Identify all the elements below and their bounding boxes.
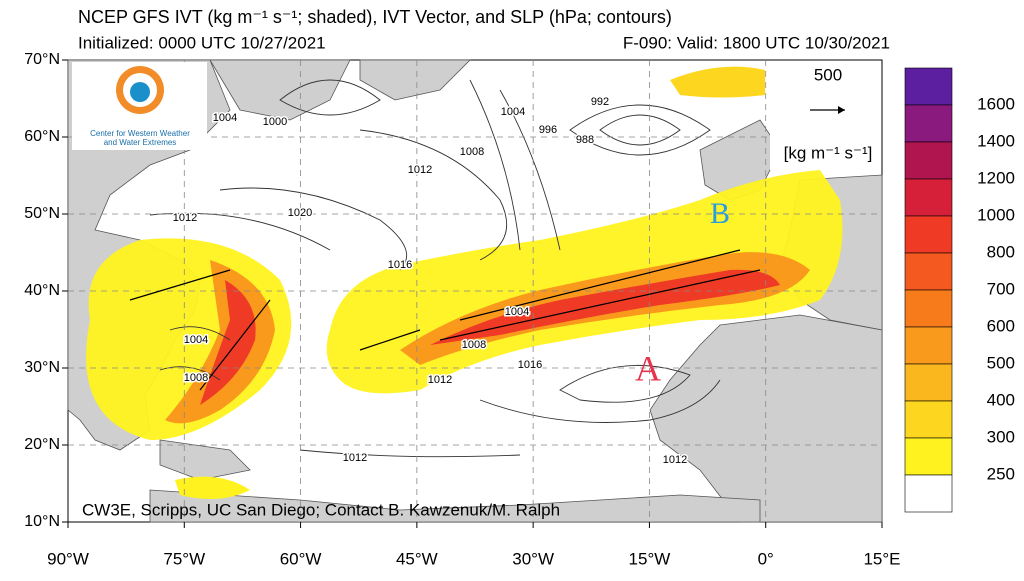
contour-label: 1016	[518, 359, 542, 371]
contour-label: 1008	[462, 339, 486, 351]
vector-legend-box	[770, 62, 880, 170]
colorbar-bin	[904, 141, 953, 180]
contour-label: 1008	[184, 372, 208, 384]
colorbar-label: 1400	[977, 131, 1015, 150]
colorbar-bin	[904, 104, 953, 143]
lat-label: 40°N	[24, 282, 60, 299]
colorbar-bin	[904, 252, 953, 291]
contour-label: 1012	[428, 374, 452, 386]
colorbar-label: 300	[987, 427, 1015, 446]
lat-label: 70°N	[24, 51, 60, 68]
colorbar-bin	[904, 363, 953, 402]
contour-label: 1012	[663, 454, 687, 466]
contour-label: 988	[576, 134, 594, 146]
colorbar-bin	[904, 289, 953, 328]
lat-label: 30°N	[24, 359, 60, 376]
valid-time: F-090: Valid: 1800 UTC 10/30/2021	[623, 33, 890, 52]
annotation-b: B	[710, 197, 730, 230]
title: NCEP GFS IVT (kg m⁻¹ s⁻¹; shaded), IVT V…	[78, 7, 672, 27]
slp-contours	[149, 79, 721, 458]
colorbar-bin	[904, 437, 953, 476]
colorbar-bin	[904, 215, 953, 254]
colorbar-label: 250	[987, 464, 1015, 483]
logo-icon	[130, 82, 150, 102]
initialized: Initialized: 0000 UTC 10/27/2021	[78, 33, 326, 52]
vector-legend-units: [kg m⁻¹ s⁻¹]	[784, 143, 873, 162]
lat-label: 20°N	[24, 436, 60, 453]
contour-label: 1004	[501, 106, 525, 118]
colorbar-bin	[904, 178, 953, 217]
lon-label: 0°	[758, 549, 774, 568]
colorbar-bin	[904, 474, 953, 513]
colorbar-label: 700	[987, 279, 1015, 298]
ivt-vectors	[129, 249, 761, 391]
colorbar-bin	[904, 326, 953, 365]
contour-label: 1004	[505, 306, 529, 318]
contour-label: 1016	[388, 259, 412, 271]
colorbar-bin	[904, 400, 953, 439]
colorbar-bin	[904, 67, 953, 106]
lon-label: 15°W	[629, 549, 671, 568]
lon-label: 90°W	[47, 549, 89, 568]
contour-label: 1004	[184, 334, 208, 346]
graticule	[68, 60, 882, 522]
contour-label: 1000	[263, 116, 287, 128]
logo-text: and Water Extremes	[104, 138, 177, 147]
lon-label: 15°E	[863, 549, 900, 568]
contour-label: 1012	[173, 212, 197, 224]
lon-label: 45°W	[396, 549, 438, 568]
contour-label: 1012	[408, 164, 432, 176]
lat-label: 60°N	[24, 128, 60, 145]
contour-label: 1020	[288, 207, 312, 219]
lon-label: 30°W	[512, 549, 554, 568]
colorbar-label: 1200	[977, 168, 1015, 187]
colorbar-label: 1600	[977, 94, 1015, 113]
contour-label: 1004	[213, 112, 237, 124]
colorbar-label: 1000	[977, 205, 1015, 224]
colorbar-label: 500	[987, 353, 1015, 372]
colorbar: 1600 1400 1200 1000 800 700 600 500 400 300 250	[904, 67, 1015, 513]
lat-label: 50°N	[24, 205, 60, 222]
annotation-a: A	[635, 348, 661, 388]
contour-label: 1012	[343, 452, 367, 464]
logo-text: Center for Western Weather	[90, 129, 190, 138]
lat-label: 10°N	[24, 513, 60, 530]
lon-label: 60°W	[280, 549, 322, 568]
vector-legend-arrow	[838, 106, 845, 114]
ivt-shading	[86, 66, 843, 499]
map: Center for Western Weather and Water Ext…	[67, 59, 883, 523]
contour-label: 1008	[460, 146, 484, 158]
colorbar-label: 400	[987, 390, 1015, 409]
vector-legend-magnitude: 500	[814, 65, 842, 84]
credit: CW3E, Scripps, UC San Diego; Contact B. …	[82, 500, 560, 519]
contour-label: 996	[539, 124, 557, 136]
colorbar-label: 800	[987, 242, 1015, 261]
lon-label: 75°W	[163, 549, 205, 568]
colorbar-label: 600	[987, 316, 1015, 335]
contour-label: 992	[591, 96, 609, 108]
